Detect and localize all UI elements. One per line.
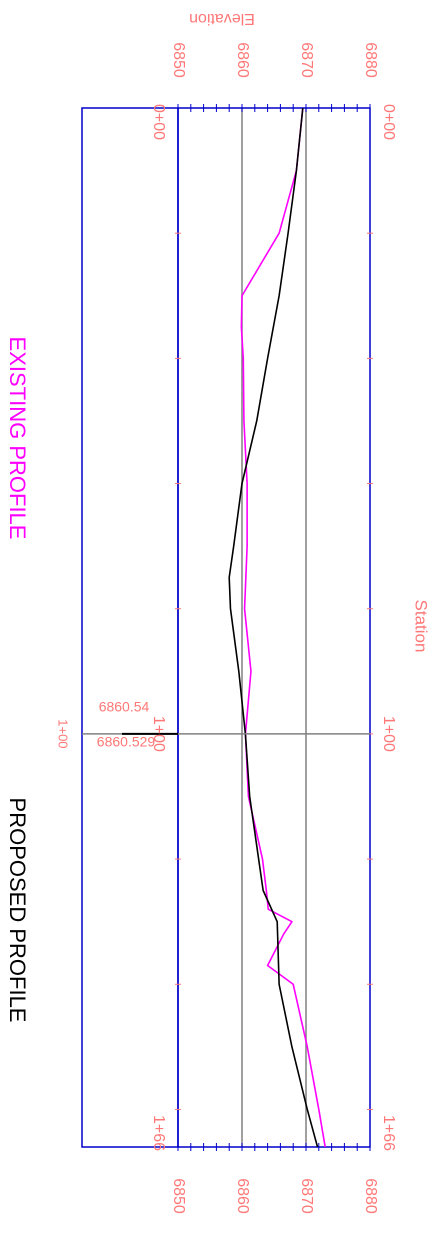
tick-marks — [175, 104, 373, 1151]
station-tick-label-right: 1+66 — [380, 1115, 397, 1151]
grid-lines — [241, 108, 307, 1147]
existing-profile-title: EXISTING PROFILE — [5, 337, 30, 540]
existing-value-label: 6860.54 — [99, 699, 150, 715]
elevation-axis-title: Elevation — [189, 10, 255, 27]
series-lines — [228, 107, 326, 1148]
station-tick-label-right: 0+00 — [380, 104, 397, 140]
plot-frames — [81, 107, 371, 1148]
elev-tick-label-top: 6880 — [362, 42, 379, 78]
station-tick-label-right: 1+00 — [380, 716, 397, 752]
outer-frame — [81, 107, 179, 1148]
station-tick-label-left: 1+00 — [150, 716, 167, 752]
proposed-value-label: 6860.529 — [97, 734, 156, 750]
elev-tick-label-top: 6860 — [234, 42, 251, 78]
proposed-profile-title: PROPOSED PROFILE — [5, 798, 30, 1023]
elev-tick-label-bottom: 6870 — [298, 1178, 315, 1214]
station-axis-title: Station — [412, 600, 431, 653]
elev-tick-label-top: 6850 — [170, 42, 187, 78]
elev-tick-label-top: 6870 — [298, 42, 315, 78]
elev-tick-label-bottom: 6850 — [170, 1178, 187, 1214]
marker-station-label: 1+00 — [56, 719, 71, 748]
plot-frame — [177, 107, 371, 1148]
proposed-profile-line — [228, 107, 319, 1148]
station-tick-label-left: 0+00 — [150, 104, 167, 140]
text-labels: 6850 6850 6860 6860 6870 6870 6880 6880 0+00 0+00… — [5, 10, 430, 1214]
elev-tick-label-bottom: 6880 — [362, 1178, 379, 1214]
elev-tick-label-bottom: 6860 — [234, 1178, 251, 1214]
station-tick-label-left: 1+66 — [150, 1115, 167, 1151]
